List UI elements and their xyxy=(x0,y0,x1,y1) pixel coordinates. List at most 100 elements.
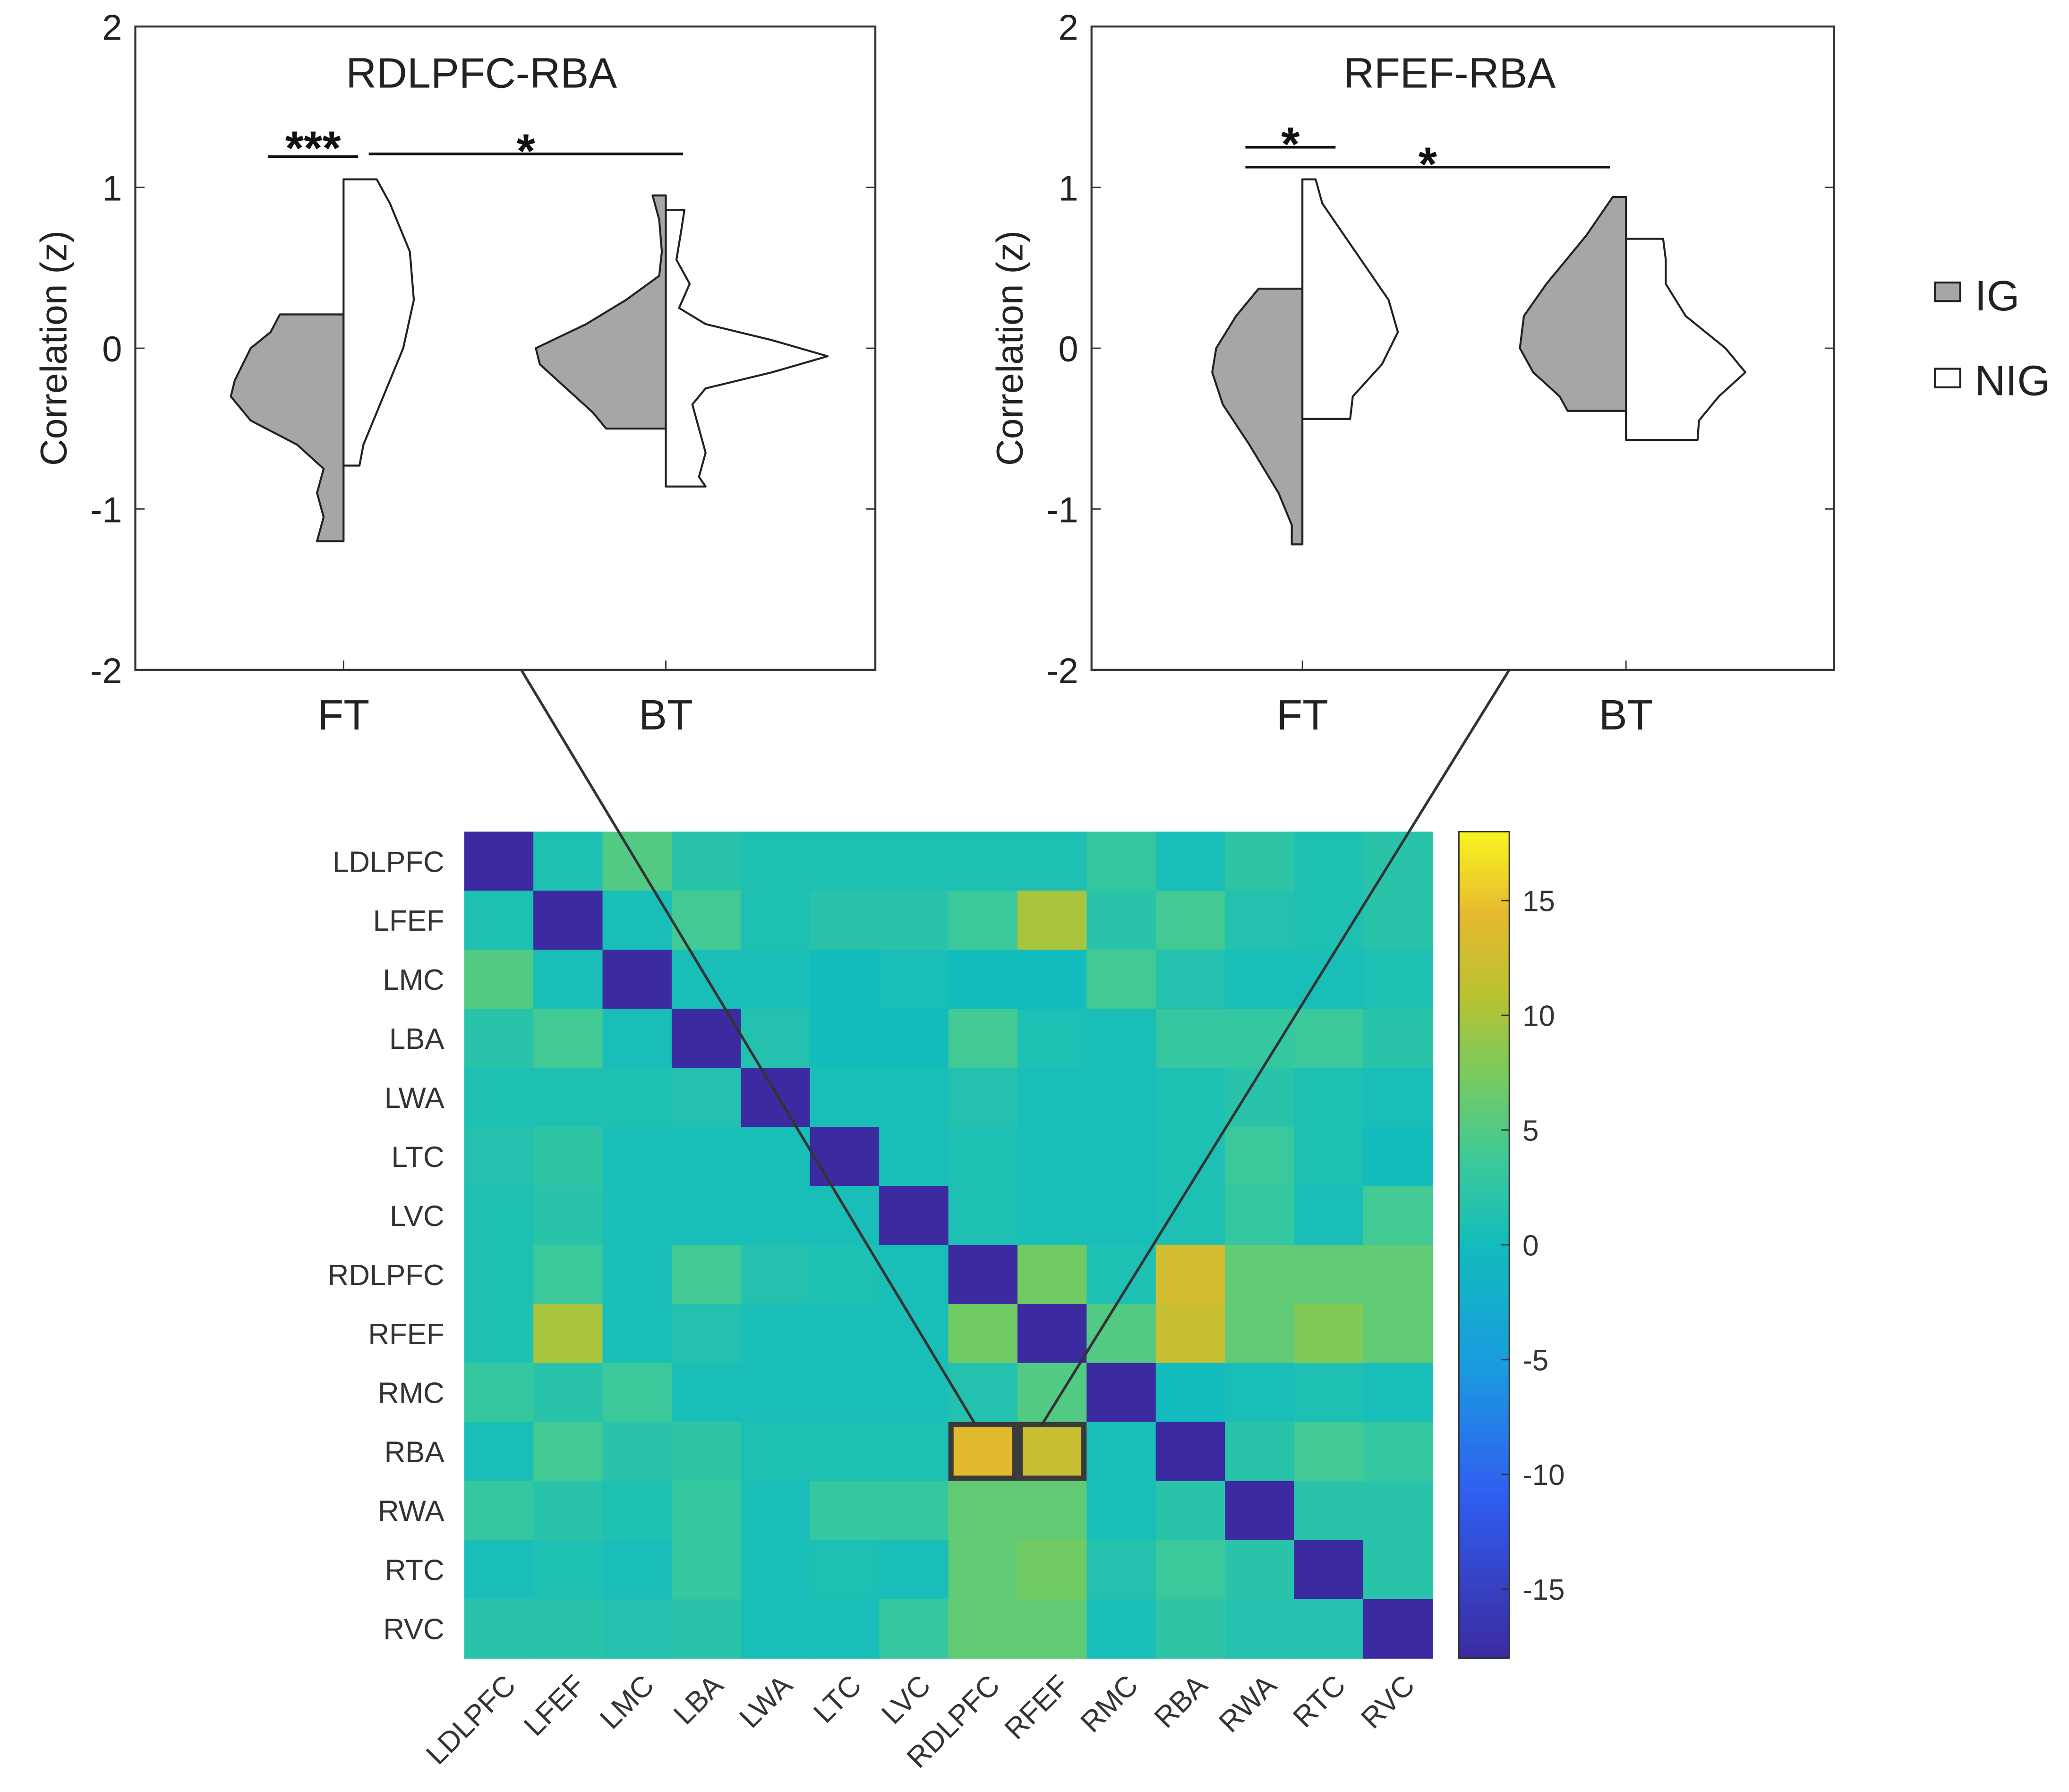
heatmap-cell-LMC-RMC[interactable] xyxy=(1086,950,1157,1010)
heatmap-cell-LBA-RWA[interactable] xyxy=(1225,1009,1295,1069)
heatmap-cell-RBA-RBA[interactable] xyxy=(1155,1422,1226,1482)
heatmap-cell-RMC-RMC[interactable] xyxy=(1086,1363,1157,1423)
heatmap-cell-RMC-LMC[interactable] xyxy=(602,1363,673,1423)
heatmap-cell-RWA-LFEF[interactable] xyxy=(533,1481,603,1541)
heatmap-cell-RVC-LDLPFC[interactable] xyxy=(464,1599,534,1659)
heatmap-cell-RVC-RFEF[interactable] xyxy=(1017,1599,1087,1659)
heatmap-cell-RFEF-RWA[interactable] xyxy=(1225,1303,1295,1364)
heatmap-cell-LBA-LTC[interactable] xyxy=(810,1009,880,1069)
heatmap-cell-RVC-RVC[interactable] xyxy=(1363,1599,1433,1659)
heatmap-cell-RMC-LFEF[interactable] xyxy=(533,1363,603,1423)
heatmap-cell-RTC-LDLPFC[interactable] xyxy=(464,1540,534,1600)
heatmap-cell-RMC-LWA[interactable] xyxy=(741,1363,811,1423)
heatmap-cell-RDLPFC-RVC[interactable] xyxy=(1363,1244,1433,1305)
heatmap-cell-RWA-RDLPFC[interactable] xyxy=(948,1481,1018,1541)
heatmap-cell-LTC-LFEF[interactable] xyxy=(533,1127,603,1187)
heatmap-cell-LVC-RBA[interactable] xyxy=(1155,1185,1226,1246)
heatmap-cell-RVC-RTC[interactable] xyxy=(1294,1599,1364,1659)
heatmap-cell-LDLPFC-LWA[interactable] xyxy=(741,832,811,892)
heatmap-cell-RMC-RBA[interactable] xyxy=(1155,1363,1226,1423)
heatmap-cell-RFEF-LVC[interactable] xyxy=(879,1303,949,1364)
heatmap-cell-LDLPFC-RBA[interactable] xyxy=(1155,832,1226,892)
heatmap-cell-LWA-LTC[interactable] xyxy=(810,1068,880,1128)
heatmap-cell-LBA-LDLPFC[interactable] xyxy=(464,1009,534,1069)
heatmap-cell-RMC-LTC[interactable] xyxy=(810,1363,880,1423)
heatmap-cell-RDLPFC-LFEF[interactable] xyxy=(533,1244,603,1305)
heatmap-cell-LMC-LDLPFC[interactable] xyxy=(464,950,534,1010)
heatmap-cell-LWA-LFEF[interactable] xyxy=(533,1068,603,1128)
heatmap-cell-LBA-RDLPFC[interactable] xyxy=(948,1009,1018,1069)
heatmap-cell-LMC-LMC[interactable] xyxy=(602,950,673,1010)
heatmap-cell-LWA-LDLPFC[interactable] xyxy=(464,1068,534,1128)
heatmap-cell-LMC-RDLPFC[interactable] xyxy=(948,950,1018,1010)
heatmap-cell-RMC-RFEF[interactable] xyxy=(1017,1363,1087,1423)
heatmap-cell-RBA-LTC[interactable] xyxy=(810,1422,880,1482)
heatmap-cell-LDLPFC-RVC[interactable] xyxy=(1363,832,1433,892)
heatmap-cell-RDLPFC-LMC[interactable] xyxy=(602,1244,673,1305)
heatmap-cell-RMC-LVC[interactable] xyxy=(879,1363,949,1423)
heatmap-cell-RTC-RDLPFC[interactable] xyxy=(948,1540,1018,1600)
heatmap-cell-LBA-LVC[interactable] xyxy=(879,1009,949,1069)
heatmap-cell-LVC-RFEF[interactable] xyxy=(1017,1185,1087,1246)
heatmap-cell-LDLPFC-RFEF[interactable] xyxy=(1017,832,1087,892)
heatmap-cell-LWA-LWA[interactable] xyxy=(741,1068,811,1128)
heatmap-cell-RTC-LFEF[interactable] xyxy=(533,1540,603,1600)
heatmap-cell-RBA-RMC[interactable] xyxy=(1086,1422,1157,1482)
heatmap-cell-RFEF-LFEF[interactable] xyxy=(533,1303,603,1364)
heatmap-cell-LDLPFC-RTC[interactable] xyxy=(1294,832,1364,892)
heatmap-cell-LBA-RMC[interactable] xyxy=(1086,1009,1157,1069)
heatmap-cell-RTC-LWA[interactable] xyxy=(741,1540,811,1600)
heatmap-cell-LTC-RDLPFC[interactable] xyxy=(948,1127,1018,1187)
heatmap-cell-LTC-LWA[interactable] xyxy=(741,1127,811,1187)
heatmap-cell-RVC-LFEF[interactable] xyxy=(533,1599,603,1659)
heatmap-cell-LFEF-LMC[interactable] xyxy=(602,891,673,951)
heatmap-cell-LDLPFC-LTC[interactable] xyxy=(810,832,880,892)
heatmap-cell-LVC-RMC[interactable] xyxy=(1086,1185,1157,1246)
heatmap-cell-RBA-RDLPFC[interactable] xyxy=(948,1422,1018,1482)
heatmap-cell-RWA-RFEF[interactable] xyxy=(1017,1481,1087,1541)
heatmap-cell-RBA-RWA[interactable] xyxy=(1225,1422,1295,1482)
heatmap-cell-RTC-RVC[interactable] xyxy=(1363,1540,1433,1600)
heatmap-cell-LMC-LVC[interactable] xyxy=(879,950,949,1010)
heatmap-cell-RTC-LVC[interactable] xyxy=(879,1540,949,1600)
heatmap-cell-RMC-RVC[interactable] xyxy=(1363,1363,1433,1423)
heatmap-cell-LFEF-LBA[interactable] xyxy=(671,891,742,951)
heatmap-cell-LWA-RVC[interactable] xyxy=(1363,1068,1433,1128)
heatmap-cell-LVC-RDLPFC[interactable] xyxy=(948,1185,1018,1246)
heatmap-cell-RWA-LMC[interactable] xyxy=(602,1481,673,1541)
heatmap-cell-RBA-LMC[interactable] xyxy=(602,1422,673,1482)
heatmap-cell-RVC-LWA[interactable] xyxy=(741,1599,811,1659)
heatmap-cell-LVC-RWA[interactable] xyxy=(1225,1185,1295,1246)
heatmap-cell-LMC-LWA[interactable] xyxy=(741,950,811,1010)
heatmap-cell-RVC-RDLPFC[interactable] xyxy=(948,1599,1018,1659)
heatmap-cell-RFEF-LTC[interactable] xyxy=(810,1303,880,1364)
heatmap-cell-LWA-RWA[interactable] xyxy=(1225,1068,1295,1128)
heatmap-cell-LFEF-LTC[interactable] xyxy=(810,891,880,951)
heatmap-cell-RWA-LDLPFC[interactable] xyxy=(464,1481,534,1541)
heatmap-cell-RFEF-RBA[interactable] xyxy=(1155,1303,1226,1364)
heatmap-cell-LMC-RWA[interactable] xyxy=(1225,950,1295,1010)
heatmap-cell-RFEF-RFEF[interactable] xyxy=(1017,1303,1087,1364)
heatmap-cell-RVC-LMC[interactable] xyxy=(602,1599,673,1659)
heatmap-cell-RWA-LTC[interactable] xyxy=(810,1481,880,1541)
heatmap-cell-LDLPFC-RWA[interactable] xyxy=(1225,832,1295,892)
heatmap-cell-RTC-RMC[interactable] xyxy=(1086,1540,1157,1600)
heatmap-cell-RTC-RTC[interactable] xyxy=(1294,1540,1364,1600)
heatmap-cell-RWA-RMC[interactable] xyxy=(1086,1481,1157,1541)
heatmap-cell-RTC-LTC[interactable] xyxy=(810,1540,880,1600)
heatmap-cell-LVC-RTC[interactable] xyxy=(1294,1185,1364,1246)
heatmap-cell-RWA-RBA[interactable] xyxy=(1155,1481,1226,1541)
heatmap-cell-RMC-RDLPFC[interactable] xyxy=(948,1363,1018,1423)
heatmap-cell-LWA-LBA[interactable] xyxy=(671,1068,742,1128)
heatmap-cell-LFEF-RTC[interactable] xyxy=(1294,891,1364,951)
heatmap-cell-LVC-RVC[interactable] xyxy=(1363,1185,1433,1246)
heatmap-cell-LVC-LFEF[interactable] xyxy=(533,1185,603,1246)
heatmap-cell-RTC-LMC[interactable] xyxy=(602,1540,673,1600)
heatmap-cell-LFEF-RBA[interactable] xyxy=(1155,891,1226,951)
heatmap-cell-LTC-LDLPFC[interactable] xyxy=(464,1127,534,1187)
heatmap-cell-LTC-LVC[interactable] xyxy=(879,1127,949,1187)
heatmap-cell-LTC-RVC[interactable] xyxy=(1363,1127,1433,1187)
heatmap-cell-LFEF-RWA[interactable] xyxy=(1225,891,1295,951)
heatmap-cell-RDLPFC-RFEF[interactable] xyxy=(1017,1244,1087,1305)
heatmap-cell-RFEF-LBA[interactable] xyxy=(671,1303,742,1364)
